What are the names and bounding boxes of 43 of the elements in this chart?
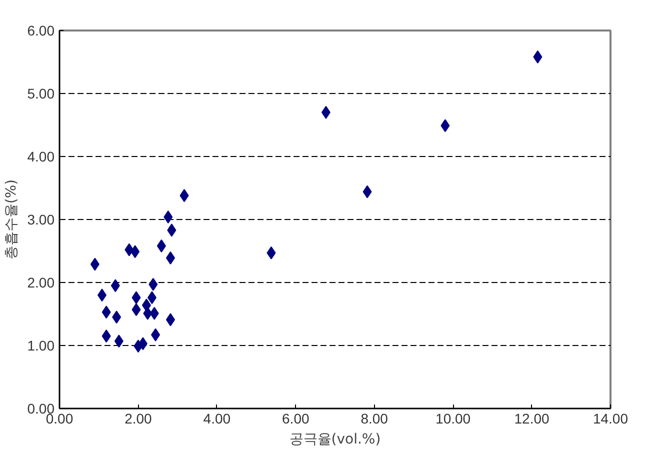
x-tick-label: 6.00 — [282, 410, 310, 426]
x-tick-label: 2.00 — [124, 410, 152, 426]
point — [167, 224, 176, 237]
point — [98, 288, 107, 302]
y-tick-label: 6.00 — [27, 22, 55, 38]
y-tick-label: 4.00 — [27, 148, 55, 164]
point — [150, 306, 159, 320]
point — [124, 243, 134, 256]
point — [102, 330, 111, 343]
point — [533, 50, 542, 64]
point — [180, 189, 189, 202]
point — [164, 210, 173, 224]
point — [110, 279, 120, 292]
point — [132, 291, 141, 304]
x-tick-label: 14.00 — [592, 410, 628, 426]
point — [132, 303, 141, 316]
point — [147, 291, 156, 304]
point — [148, 278, 158, 291]
point — [130, 245, 140, 258]
point — [166, 313, 175, 326]
y-tick-label: 3.00 — [27, 212, 55, 228]
point — [440, 119, 450, 132]
point — [138, 337, 148, 350]
point — [266, 246, 276, 260]
point — [114, 334, 124, 348]
y-tick-label: 5.00 — [27, 86, 55, 102]
point — [321, 106, 330, 119]
point — [90, 258, 100, 271]
x-axis-title: 공극율(vol.%) — [289, 432, 381, 448]
x-tick-label: 8.00 — [360, 410, 388, 426]
point — [151, 328, 160, 342]
point — [166, 251, 175, 264]
x-tick-label: 12.00 — [514, 410, 550, 426]
point — [143, 306, 152, 320]
x-tick-label: 10.00 — [436, 410, 471, 426]
y-tick-label: 1.00 — [27, 338, 55, 354]
x-tick-label: 4.00 — [203, 410, 231, 426]
point — [156, 239, 166, 252]
point — [362, 185, 372, 198]
point — [102, 306, 111, 319]
point — [112, 310, 122, 324]
y-tick-label: 2.00 — [27, 274, 55, 290]
y-axis-title: 총흡수율(%) — [3, 179, 20, 260]
